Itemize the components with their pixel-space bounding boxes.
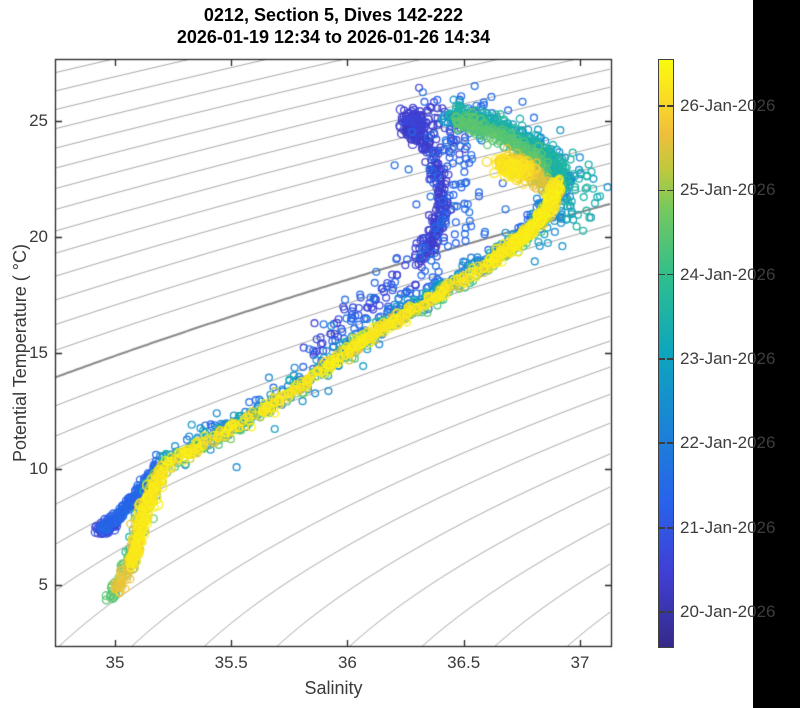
x-tick-label: 36.5 — [447, 653, 481, 672]
x-tick-label: 36 — [337, 653, 357, 672]
plot-title-line2: 2026-01-19 12:34 to 2026-01-26 14:34 — [176, 27, 491, 47]
colorbar-tick — [667, 189, 673, 192]
colorbar-tick — [667, 105, 673, 107]
colorbar-tick-label: 21-Jan-2026 — [680, 517, 776, 537]
colorbar-tick-label: 25-Jan-2026 — [680, 180, 776, 200]
colorbar-tick-label: 20-Jan-2026 — [680, 602, 776, 622]
colorbar-tick — [667, 442, 673, 444]
plot-title-line1: 0212, Section 5, Dives 142-222 — [203, 5, 464, 25]
colorbar-tick — [659, 105, 665, 107]
colorbar-tick — [659, 611, 665, 613]
colorbar-tick — [667, 527, 673, 529]
y-tick-label: 5 — [38, 575, 48, 595]
x-axis-label: Salinity — [304, 678, 363, 698]
colorbar-tick-label: 23-Jan-2026 — [680, 348, 776, 368]
colorbar-tick-label: 22-Jan-2026 — [680, 433, 776, 453]
colorbar-tick — [659, 189, 665, 192]
y-tick-label: 15 — [29, 343, 48, 362]
colorbar-tick-label: 24-Jan-2026 — [680, 264, 776, 284]
colorbar-tick — [667, 273, 673, 276]
colorbar-tick — [659, 358, 665, 360]
y-tick-label: 20 — [29, 226, 48, 246]
x-tick-label: 35 — [105, 653, 125, 672]
y-tick-label: 25 — [29, 110, 48, 130]
y-tick-label: 10 — [29, 459, 48, 479]
colorbar-tick — [659, 273, 665, 276]
colorbar — [658, 59, 674, 648]
x-tick-label: 37 — [570, 653, 590, 672]
colorbar-tick — [667, 611, 673, 613]
colorbar-tick — [659, 442, 665, 444]
colorbar-tick — [659, 527, 665, 529]
x-tick-label: 35.5 — [214, 653, 248, 672]
colorbar-tick-label: 26-Jan-2026 — [680, 96, 776, 116]
colorbar-tick — [667, 358, 673, 360]
